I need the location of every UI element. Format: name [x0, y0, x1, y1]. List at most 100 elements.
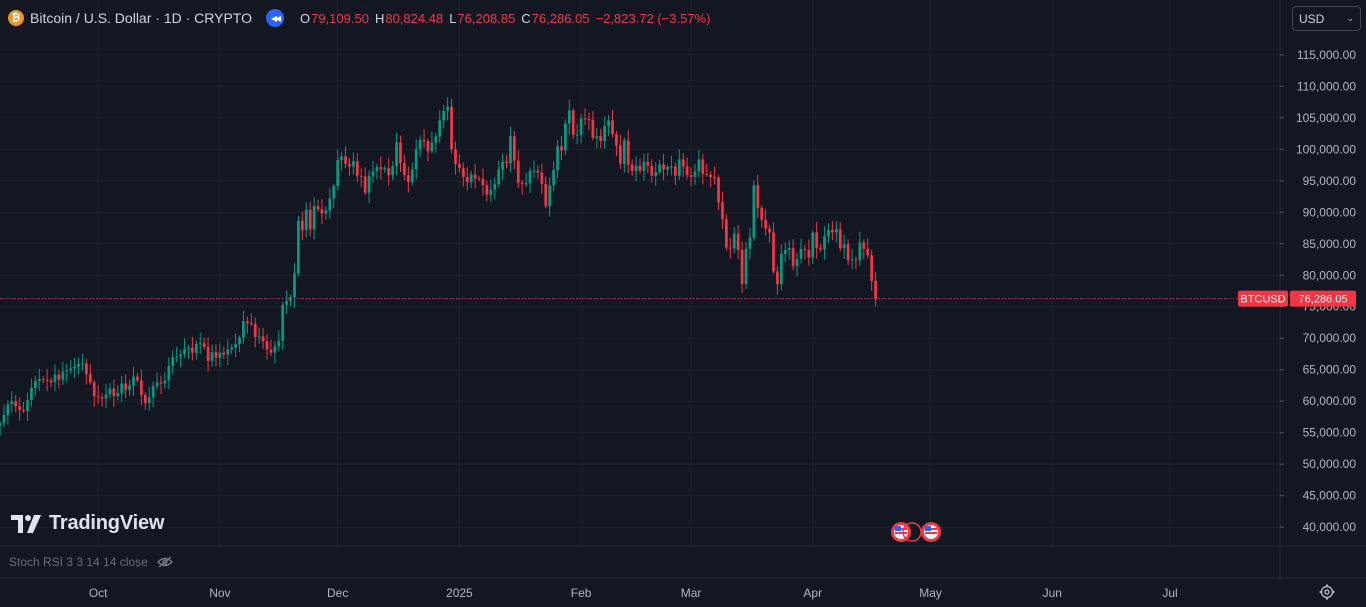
candle: [799, 238, 803, 264]
candle-body: [426, 141, 430, 152]
candle: [815, 221, 819, 259]
candle: [556, 140, 559, 179]
candle: [139, 369, 143, 406]
candle: [399, 135, 402, 173]
candle-body: [838, 229, 842, 249]
candle-body: [253, 323, 257, 337]
candle-body: [705, 173, 709, 175]
candle: [552, 161, 555, 192]
candle-body: [799, 248, 803, 259]
candle: [528, 167, 532, 194]
candle-body: [446, 106, 449, 111]
candle-body: [281, 304, 285, 341]
y-tick-label: 50,000.00: [1303, 457, 1357, 471]
y-tick-label: 90,000.00: [1303, 205, 1357, 219]
candle: [104, 384, 108, 409]
candle: [709, 171, 713, 188]
tradingview-logo-icon: [11, 514, 41, 533]
currency-label: USD: [1299, 11, 1325, 26]
chart-grid: [0, 0, 1280, 546]
candle: [332, 183, 336, 208]
candle-body: [591, 119, 595, 138]
candle: [10, 391, 14, 413]
candle-body: [37, 379, 41, 382]
candle-body: [748, 237, 752, 249]
candle: [316, 199, 320, 212]
candle-body: [249, 323, 253, 325]
candle-body: [269, 349, 273, 353]
candle-body: [304, 209, 308, 230]
candle-body: [289, 297, 292, 302]
gear-icon[interactable]: [1319, 584, 1335, 600]
candle-body: [206, 347, 210, 361]
eye-off-icon[interactable]: [156, 556, 173, 568]
us-flag-event-icon[interactable]: [921, 522, 941, 542]
candle: [281, 301, 285, 350]
candle: [807, 239, 811, 266]
candle-body: [320, 209, 324, 214]
candle: [320, 199, 324, 225]
price-tag: BTCUSD 76,286.05: [1238, 290, 1356, 307]
candle-body: [548, 185, 552, 206]
indicator-legend[interactable]: Stoch RSI 3 3 14 14 close: [9, 555, 173, 569]
candle: [520, 179, 524, 195]
candle-body: [536, 170, 540, 173]
candle-body: [6, 404, 10, 416]
x-tick-label: Jun: [1043, 586, 1062, 600]
candle-body: [430, 142, 434, 152]
candle: [128, 379, 131, 396]
open-label: O: [299, 10, 311, 26]
candle-body: [823, 236, 826, 250]
candle-body: [238, 337, 241, 344]
candle: [567, 99, 571, 135]
candle: [406, 166, 410, 193]
candle-body: [285, 301, 288, 305]
candle: [371, 161, 375, 183]
candle-body: [752, 185, 756, 238]
candle-body: [139, 380, 143, 395]
rewind-icon[interactable]: ◀◀: [265, 9, 284, 27]
candle-body: [406, 175, 410, 183]
us-flag-event-icon[interactable]: [891, 522, 922, 542]
currency-select[interactable]: USD ⌄: [1292, 6, 1361, 31]
candle: [509, 126, 512, 173]
candle: [819, 243, 822, 252]
candle-body: [147, 397, 151, 404]
candle-body: [744, 248, 748, 285]
candle: [289, 294, 292, 307]
candle-body: [854, 259, 858, 261]
candle: [611, 109, 614, 138]
tradingview-logo[interactable]: TradingView: [11, 512, 164, 535]
candle-body: [831, 229, 834, 233]
candle-body: [603, 126, 607, 142]
candle-body: [265, 341, 269, 350]
candle: [45, 369, 49, 392]
x-tick-label: Nov: [209, 586, 230, 600]
candle: [293, 262, 296, 308]
candle: [92, 380, 96, 407]
candle-body: [634, 165, 638, 171]
candle: [752, 180, 756, 241]
candle-body: [198, 343, 202, 345]
candle: [646, 153, 650, 174]
candle-body: [132, 376, 135, 386]
candle: [61, 361, 65, 385]
symbol-title[interactable]: Bitcoin / U.S. Dollar · 1D · CRYPTO: [30, 10, 252, 26]
candlestick-series: [0, 97, 877, 437]
candle-body: [693, 171, 697, 178]
candle: [579, 114, 583, 144]
candle-body: [210, 352, 214, 361]
candle-body: [61, 371, 65, 380]
open-value: 79,109.50: [311, 10, 369, 26]
candle-body: [136, 376, 139, 381]
candle-body: [69, 368, 73, 371]
candle-body: [587, 119, 591, 121]
candle: [823, 226, 826, 260]
candle-body: [489, 189, 493, 195]
candle: [638, 158, 642, 175]
candle: [458, 154, 461, 173]
candle: [363, 167, 367, 196]
candle: [352, 152, 355, 175]
candle: [112, 379, 116, 407]
